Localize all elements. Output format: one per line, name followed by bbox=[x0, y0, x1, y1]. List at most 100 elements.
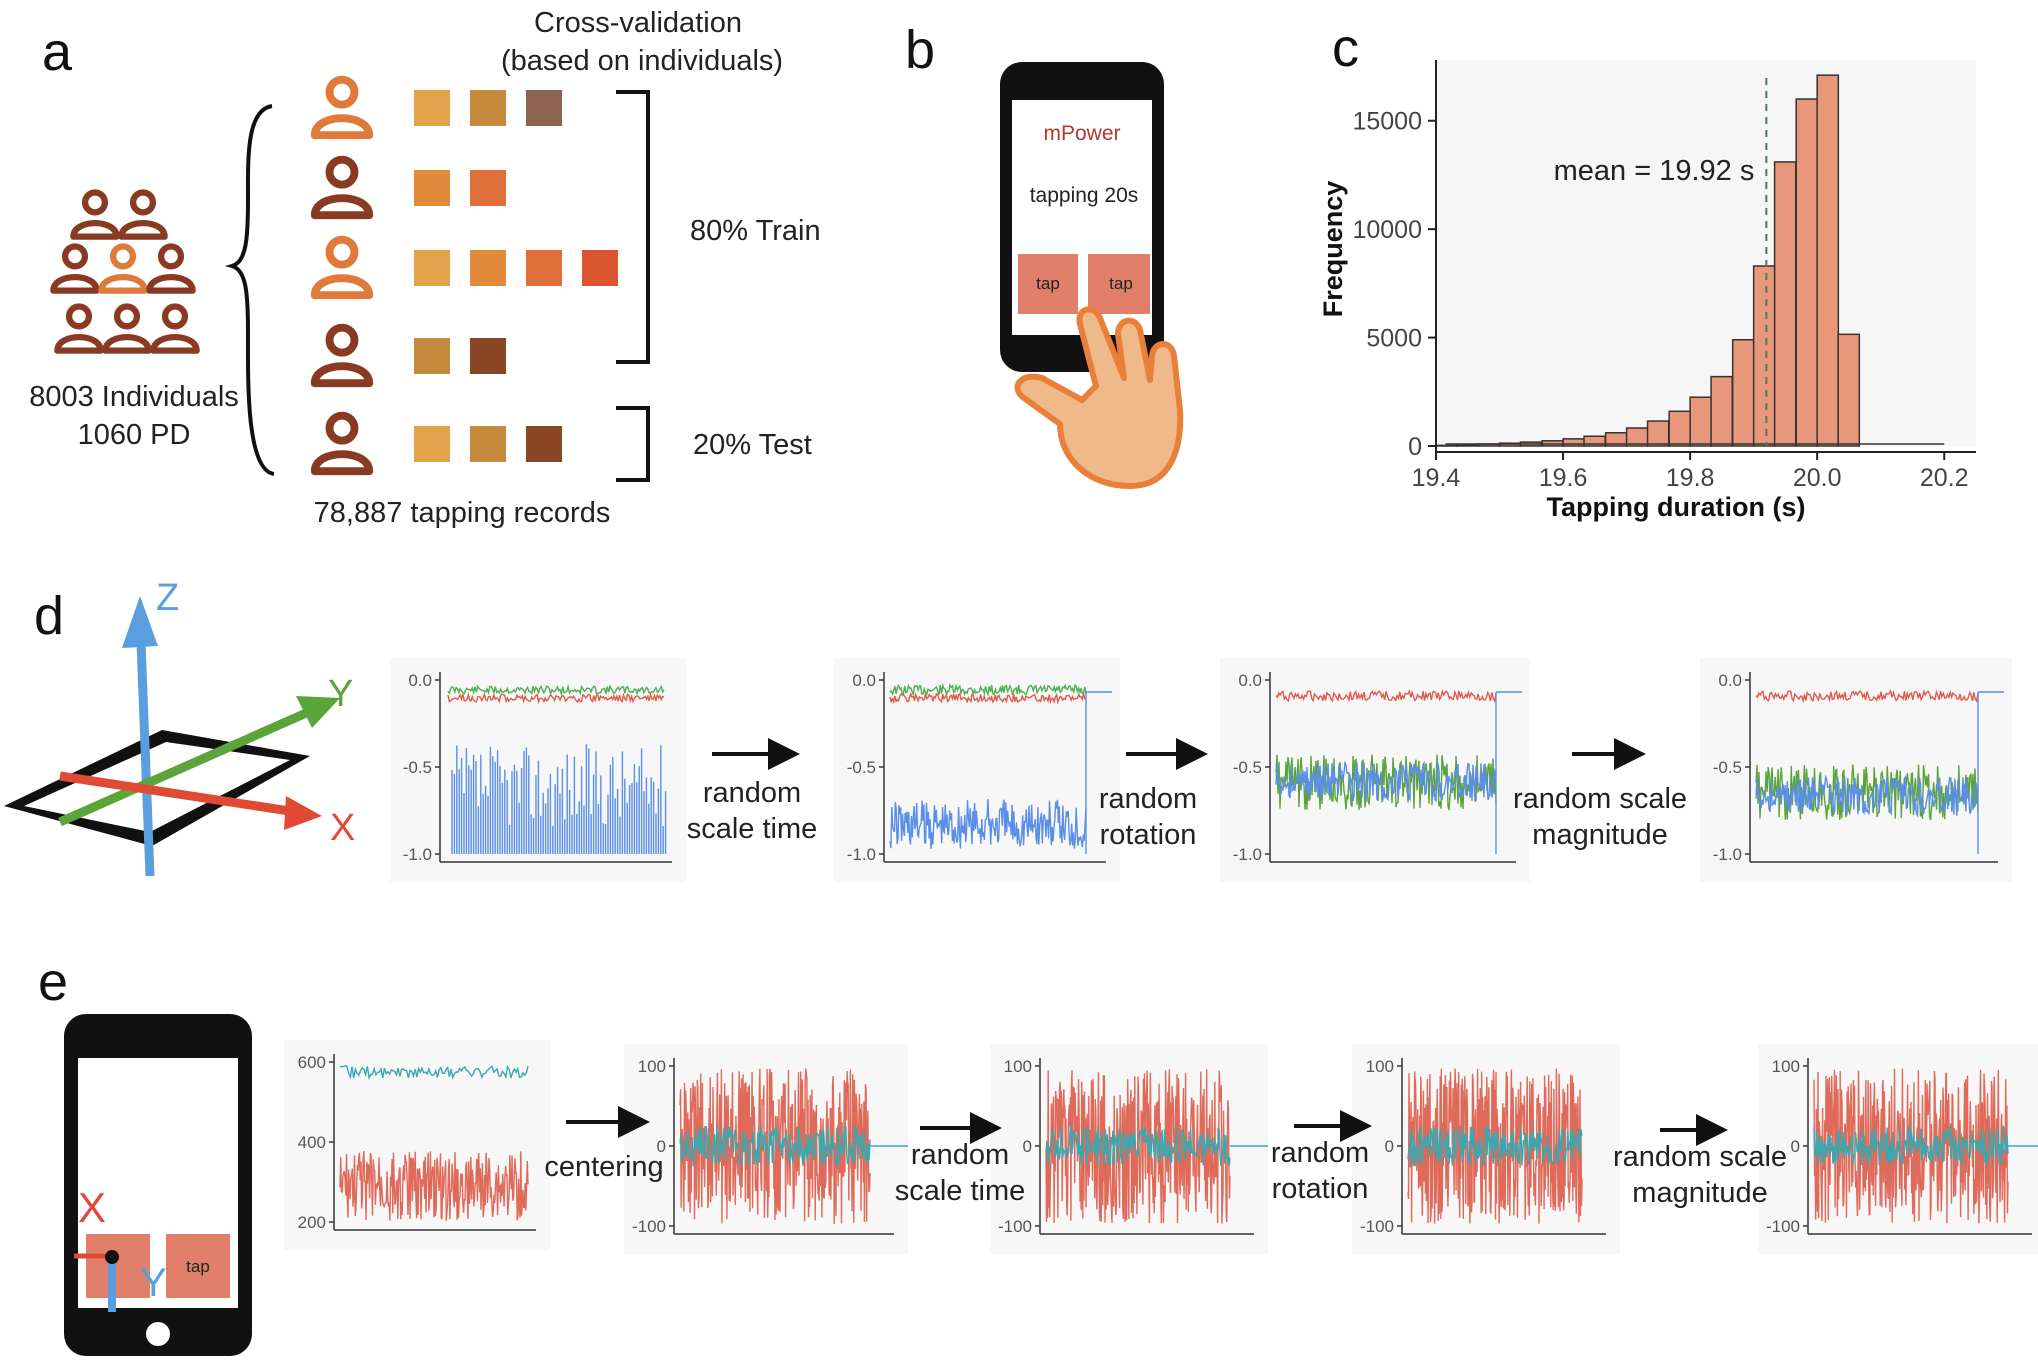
person-icon bbox=[315, 80, 369, 136]
histogram-bar bbox=[1795, 98, 1819, 447]
person-icon bbox=[315, 240, 369, 296]
plot-tick-label: 0 bbox=[1023, 1137, 1032, 1156]
tapping-duration-histogram: mean = 19.92 s 0 5000 10000 15000 19.4 19.6 19.… bbox=[1318, 60, 1976, 522]
panel-c: c mean = 19.92 s 0 5000 10000 15000 19.4 19.6 1… bbox=[1318, 18, 1976, 522]
y-axis-arrow bbox=[58, 701, 324, 827]
step-label-line1: random bbox=[1271, 1137, 1369, 1169]
person-icon bbox=[315, 160, 369, 216]
plot-tick-label: -1.0 bbox=[1233, 845, 1262, 864]
mean-annotation: mean = 19.92 s bbox=[1554, 155, 1755, 187]
step-label-line2: magnitude bbox=[1532, 819, 1667, 851]
series-z-blue bbox=[1275, 760, 1497, 802]
step-label-line1: random scale bbox=[1613, 1141, 1787, 1173]
x-tick-label: 20.0 bbox=[1793, 464, 1842, 492]
step-label-line1: random bbox=[703, 777, 801, 809]
train-bracket bbox=[616, 90, 650, 364]
series-y-teal bbox=[339, 1064, 529, 1080]
plot-tick-label: -0.5 bbox=[847, 758, 876, 777]
series-tail bbox=[1977, 691, 2004, 854]
tap-button-left[interactable] bbox=[1018, 254, 1078, 314]
y-tick-label: 15000 bbox=[1352, 108, 1422, 136]
x-tick-label: 19.4 bbox=[1412, 464, 1461, 492]
tap-button-right-label: tap bbox=[1109, 274, 1133, 293]
series-x-red bbox=[1275, 689, 1497, 703]
accelerometer-plots: 0.0 -0.5 -1.0 0.0 -0.5 -1.0 0.0 -0.5 -1.0 0.0 -0.5… bbox=[390, 658, 2012, 882]
panel-label-d: d bbox=[34, 586, 64, 646]
series-y-teal bbox=[1813, 1125, 2009, 1167]
record-square bbox=[470, 250, 506, 286]
x-axis-title: Tapping duration (s) bbox=[1547, 492, 1806, 522]
y-tick-label: 0 bbox=[1408, 433, 1422, 461]
series-x-red bbox=[679, 1068, 871, 1224]
series-z-blue bbox=[451, 744, 667, 854]
series-x-red bbox=[339, 1150, 529, 1221]
step-label-line1: random bbox=[911, 1139, 1009, 1171]
z-axis-arrow bbox=[135, 615, 155, 877]
plot-tick-label: 0.0 bbox=[1718, 671, 1742, 690]
histogram-bar bbox=[1562, 438, 1585, 447]
series-x-red bbox=[1755, 689, 1979, 704]
panel-label-c: c bbox=[1332, 18, 1359, 78]
histogram-bar bbox=[1773, 161, 1797, 447]
plot-tick-label: 400 bbox=[298, 1133, 326, 1152]
record-square bbox=[526, 426, 562, 462]
record-square bbox=[470, 90, 506, 126]
plot-tick-label: -1.0 bbox=[403, 845, 432, 864]
panel-e: e tap X Y 600 400 200 100 0 -100 100 0 -100 100 0 -… bbox=[38, 952, 2038, 1356]
tapping-instruction: tapping 20s bbox=[1030, 184, 1139, 207]
series-z-blue bbox=[889, 798, 1087, 849]
step-label-line2: scale time bbox=[687, 813, 818, 845]
tap-button-label: tap bbox=[186, 1257, 210, 1276]
record-square bbox=[414, 90, 450, 126]
series-x-red bbox=[889, 691, 1087, 705]
plot-tick-label: -1.0 bbox=[847, 845, 876, 864]
tap-button-right[interactable] bbox=[1088, 254, 1150, 314]
series-z-blue bbox=[1755, 774, 1979, 819]
record-square bbox=[470, 426, 506, 462]
x-tick-label: 20.2 bbox=[1920, 464, 1969, 492]
series-tail bbox=[1085, 691, 1112, 854]
x-axis-arrow bbox=[59, 771, 297, 817]
cv-title-line2: (based on individuals) bbox=[501, 45, 783, 77]
step-label-line1: random scale bbox=[1513, 783, 1687, 815]
panel-b: b mPower tapping 20s tap tap bbox=[905, 20, 1184, 489]
test-bracket bbox=[616, 406, 650, 482]
panel-d: d Z Y X 0.0 -0.5 -1.0 0.0 -0.5 -1.0 0.0 -0.5 -1.… bbox=[4, 577, 2012, 882]
y-axis-label: Y bbox=[328, 673, 353, 715]
record-square bbox=[526, 250, 562, 286]
phone-axes-diagram: Z Y X bbox=[4, 577, 355, 877]
cv-title-line1: Cross-validation bbox=[534, 7, 742, 39]
y-axis-title: Frequency bbox=[1318, 181, 1348, 318]
series-x-red bbox=[447, 691, 665, 705]
histogram-bar bbox=[1816, 74, 1840, 447]
plot-tick-label: -1.0 bbox=[1713, 845, 1742, 864]
series-x-red bbox=[1813, 1068, 2009, 1224]
train-label: 80% Train bbox=[690, 215, 821, 247]
record-square bbox=[526, 90, 562, 126]
panel-label-b: b bbox=[905, 20, 935, 80]
x-axis-label: X bbox=[330, 807, 355, 849]
record-square bbox=[470, 170, 506, 206]
plot-tick-label: -100 bbox=[632, 1217, 666, 1236]
series-y-teal bbox=[1045, 1125, 1231, 1167]
plot-background bbox=[1436, 60, 1976, 446]
histogram-bar bbox=[1710, 375, 1734, 447]
plot-tick-label: 0 bbox=[657, 1137, 666, 1156]
plot-tick-label: -0.5 bbox=[1713, 758, 1742, 777]
x-tick-label: 19.8 bbox=[1666, 464, 1715, 492]
record-square bbox=[414, 170, 450, 206]
record-rows bbox=[315, 80, 618, 472]
plot-tick-label: 0.0 bbox=[1238, 671, 1262, 690]
histogram-bar bbox=[1668, 410, 1692, 447]
histogram-bar bbox=[1456, 443, 1479, 447]
series-x-red bbox=[1407, 1068, 1583, 1224]
app-name: mPower bbox=[1043, 122, 1120, 145]
individuals-count: 8003 Individuals bbox=[29, 381, 239, 413]
record-square bbox=[414, 250, 450, 286]
left-brace bbox=[224, 104, 275, 476]
tap-button[interactable] bbox=[166, 1234, 230, 1298]
records-label: 78,887 tapping records bbox=[314, 497, 611, 529]
histogram-bar bbox=[1752, 265, 1776, 447]
phone-touch-diagram: tap X Y bbox=[64, 1014, 252, 1356]
